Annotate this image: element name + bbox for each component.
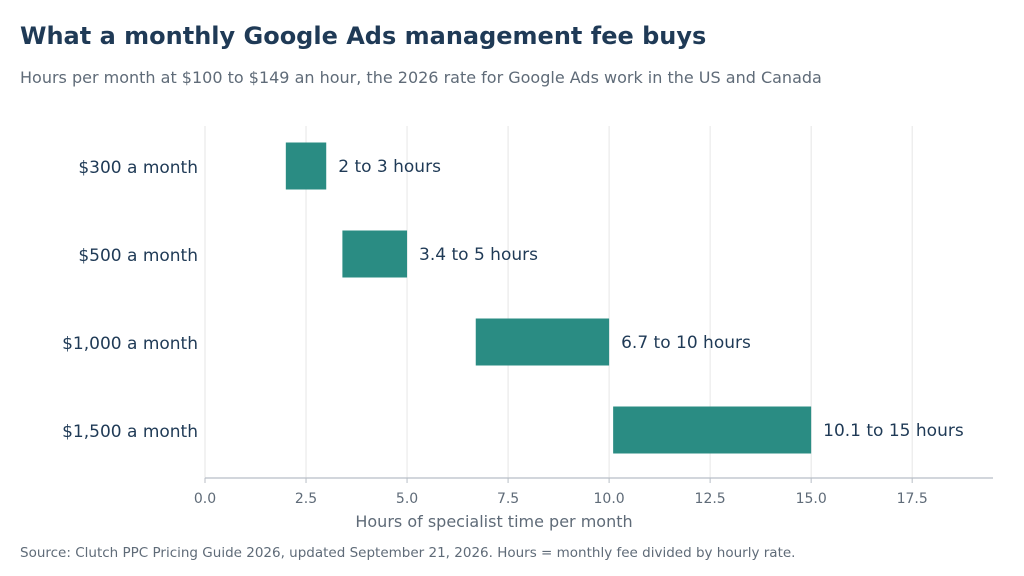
grid-lines (204, 126, 913, 478)
source-note: Source: Clutch PPC Pricing Guide 2026, u… (20, 545, 796, 561)
category-label: $1,000 a month (62, 334, 198, 354)
category-labels: $300 a month $500 a month $1,000 a month $1… (62, 158, 198, 442)
bar (342, 230, 408, 278)
x-tick-label: 7.5 (497, 491, 519, 507)
x-tick-label: 10.0 (594, 491, 625, 507)
x-tick-label: 2.5 (295, 491, 317, 507)
x-tick-label: 17.5 (897, 491, 928, 507)
data-label: 2 to 3 hours (338, 157, 441, 177)
data-label: 3.4 to 5 hours (419, 245, 538, 265)
category-label: $300 a month (78, 158, 198, 178)
bar (285, 142, 327, 190)
category-label: $1,500 a month (62, 422, 198, 442)
chart-subtitle: Hours per month at $100 to $149 an hour,… (20, 68, 822, 87)
x-tick-label: 5.0 (396, 491, 418, 507)
bar (475, 318, 610, 366)
x-tick-label: 0.0 (194, 491, 216, 507)
x-axis-title: Hours of specialist time per month (355, 512, 632, 531)
chart-title: What a monthly Google Ads management fee… (20, 22, 707, 50)
x-tick-label: 12.5 (695, 491, 726, 507)
data-labels: 2 to 3 hours 3.4 to 5 hours 6.7 to 10 hour… (338, 157, 964, 441)
data-label: 6.7 to 10 hours (621, 333, 751, 353)
bars (285, 142, 812, 454)
category-label: $500 a month (78, 246, 198, 266)
data-label: 10.1 to 15 hours (823, 421, 964, 441)
x-tick-label: 15.0 (796, 491, 827, 507)
x-axis: 0.0 2.5 5.0 7.5 10.0 12.5 15.0 17.5 Hours of spe… (194, 477, 993, 531)
bar (613, 406, 812, 454)
